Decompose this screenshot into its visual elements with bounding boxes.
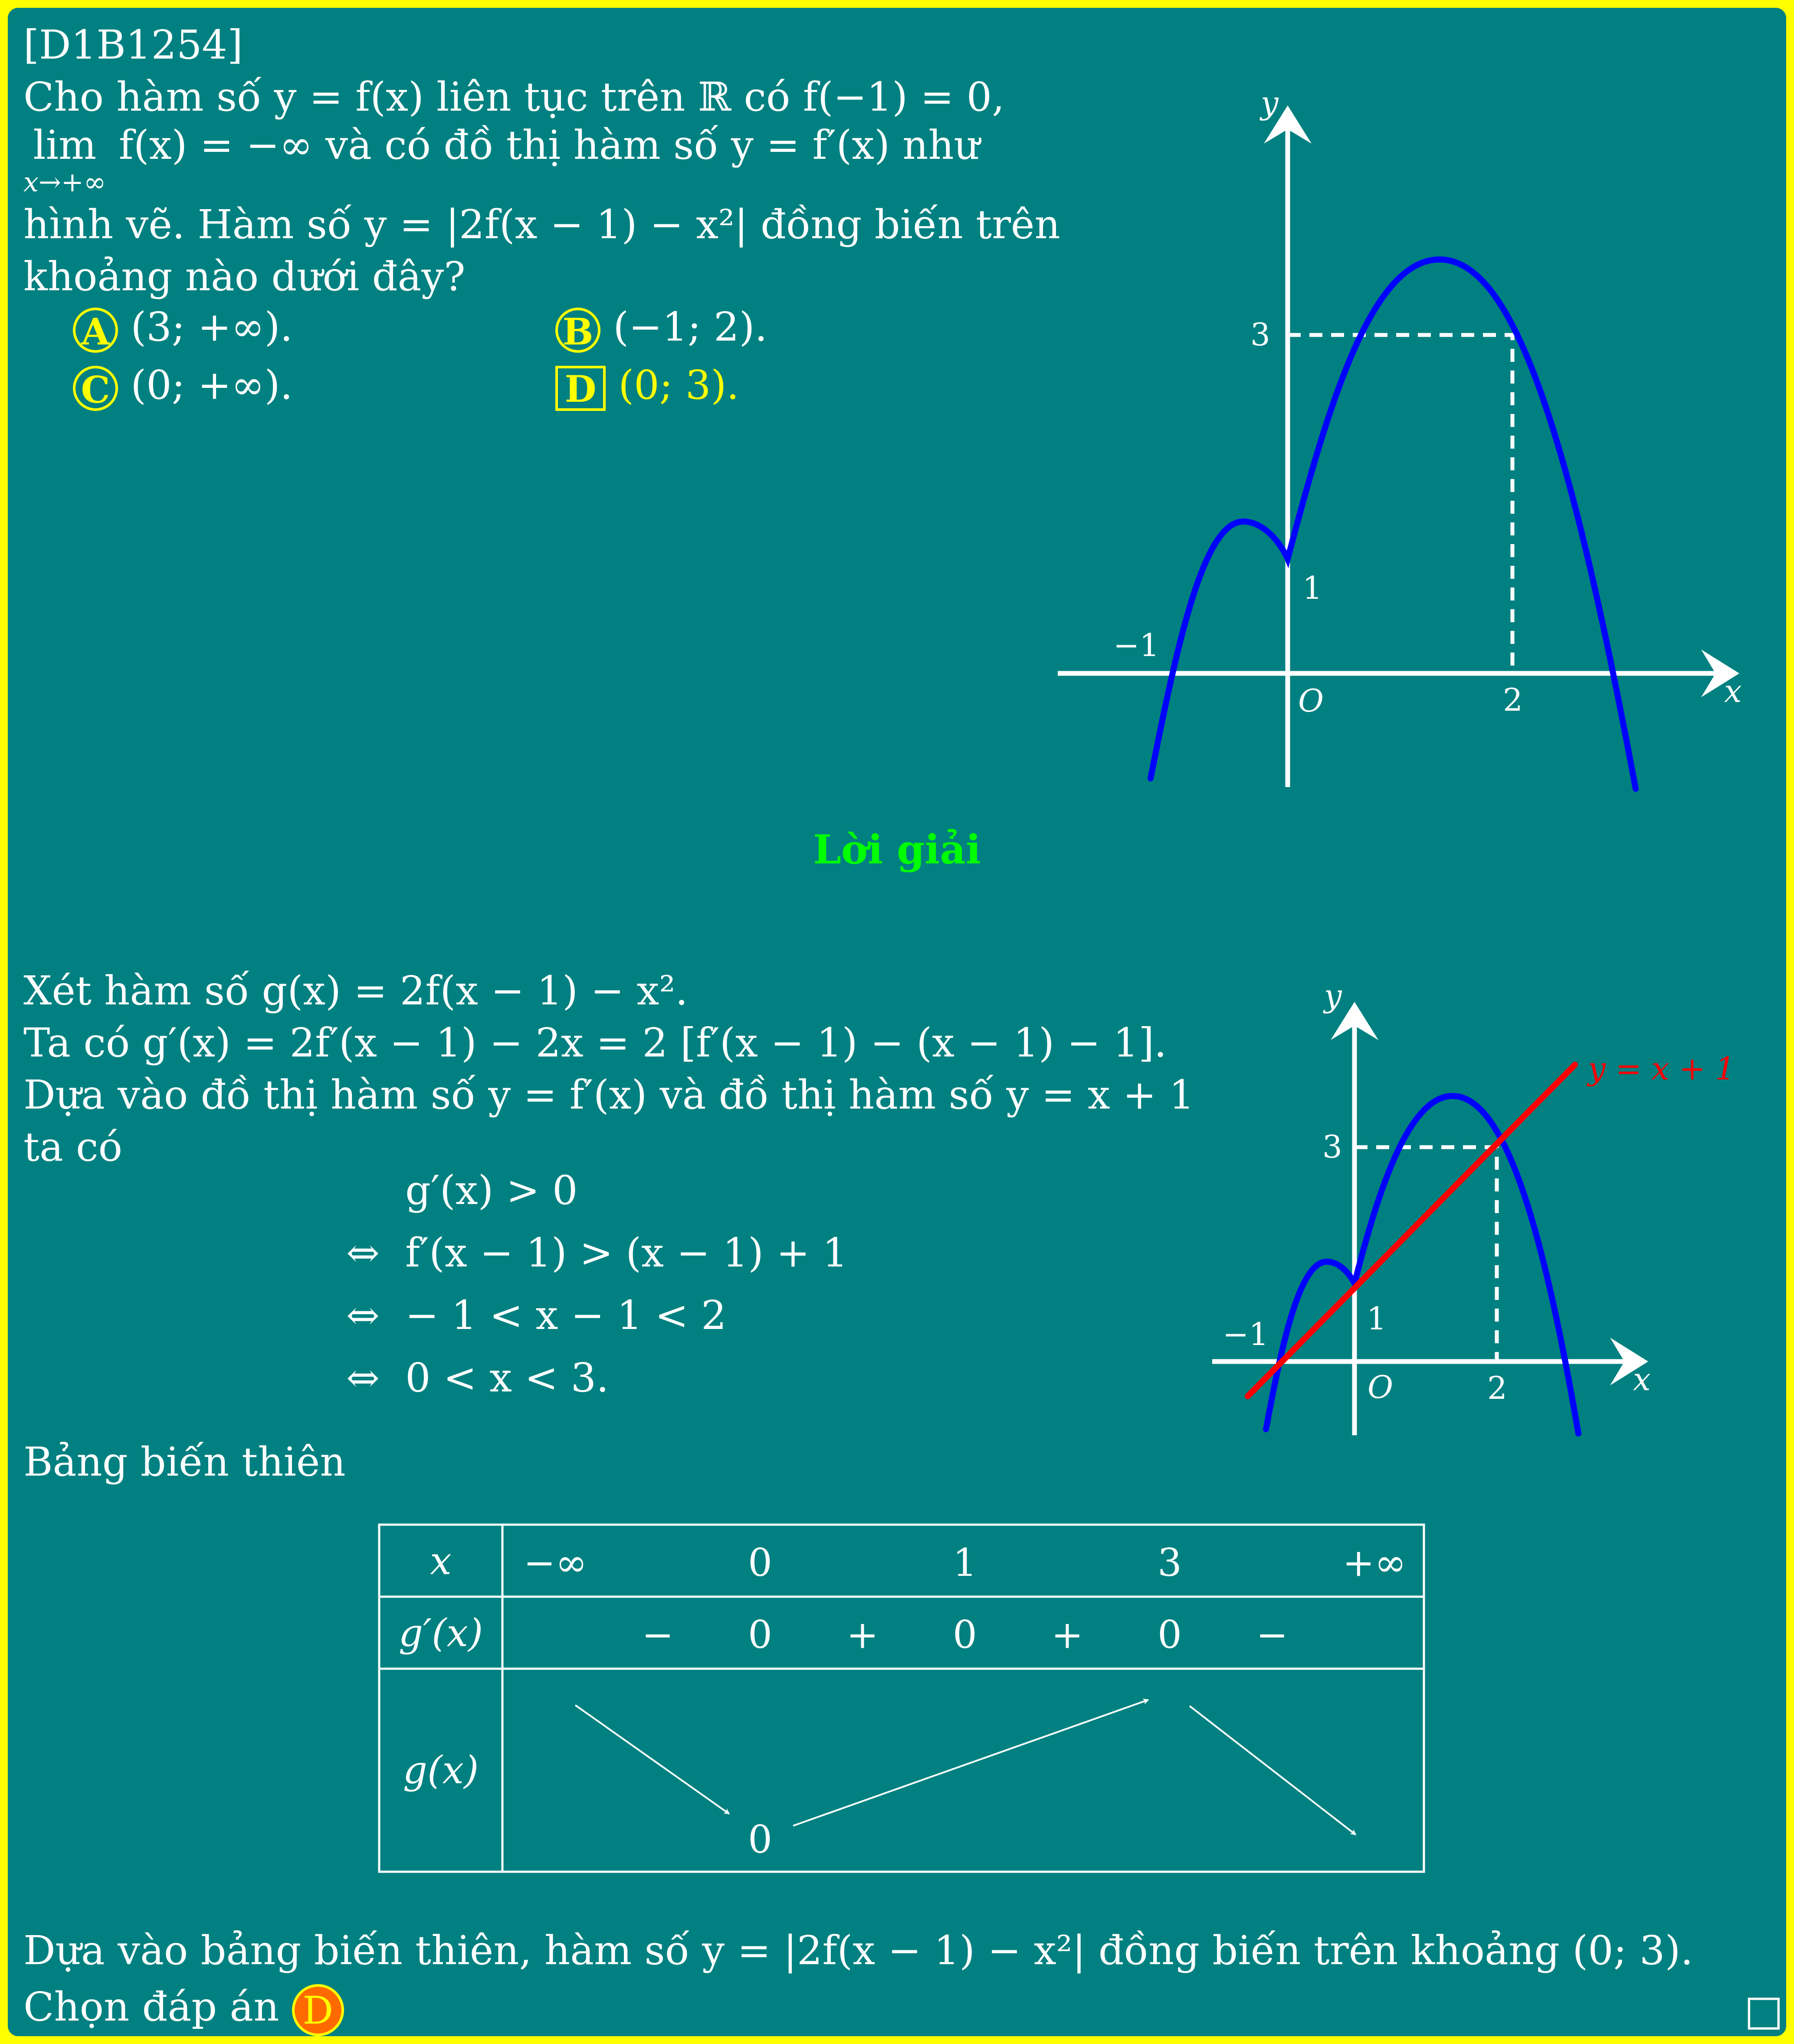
problem-line-1: Cho hàm số y = f(x) liên tục trên ℝ có f…: [23, 74, 1005, 120]
graph1-y-label: y: [1259, 85, 1279, 121]
graph2-tick-3: 3: [1322, 1129, 1342, 1165]
graph2-line-label: y = x + 1: [1587, 1050, 1735, 1087]
table-sign-4: −: [1256, 1612, 1288, 1657]
option-b-text: (−1; 2).: [613, 304, 767, 350]
table-x-1: 1: [953, 1540, 977, 1585]
problem-line-2: lim x→+∞ f(x) = −∞ và có đồ thị hàm số y…: [23, 121, 980, 198]
graph1-x-label: x: [1724, 673, 1742, 709]
table-sign-zero-2: 0: [953, 1612, 977, 1657]
limit-operator: lim: [33, 122, 97, 168]
table-intro: Bảng biến thiên: [23, 1439, 346, 1485]
option-d-badge: D: [555, 366, 606, 411]
table-x-neg-inf: −∞: [523, 1540, 587, 1585]
table-x-3: 3: [1158, 1540, 1182, 1585]
graph2-tick-2: 2: [1487, 1370, 1507, 1406]
conclusion: Dựa vào bảng biến thiên, hàm số y = |2f(…: [23, 1927, 1693, 1974]
option-d-text: (0; 3).: [618, 362, 739, 408]
curve-f-prime: [1148, 256, 1639, 792]
graph2-x-label: x: [1633, 1361, 1651, 1398]
choose-answer-text: Chọn đáp án: [23, 1984, 279, 2030]
equation-3: − 1 < x − 1 < 2: [405, 1292, 727, 1339]
variation-table: x −∞ 0 1 3 +∞ g′(x) − 0 + 0 + 0 − g(x) 0: [378, 1523, 1425, 1873]
option-b-badge: B: [555, 308, 600, 353]
table-border: [378, 1523, 1425, 1873]
graph2-tick-1: 1: [1367, 1300, 1387, 1337]
option-c[interactable]: C (0; +∞).: [73, 359, 293, 411]
table-sign-zero-1: 0: [748, 1612, 772, 1657]
table-arrow-decreasing-1: [574, 1704, 730, 1814]
limit-subscript: x→+∞: [23, 166, 106, 198]
graph-f-prime: y x O 3 1 −1 2: [1058, 85, 1742, 792]
solution-line-3: Dựa vào đồ thị hàm số y = f′(x) và đồ th…: [23, 1072, 1194, 1118]
problem-line-2-text: f(x) = −∞ và có đồ thị hàm số y = f′(x) …: [106, 122, 980, 168]
table-row-deriv-label: g′(x): [399, 1611, 483, 1655]
graph1-origin: O: [1298, 682, 1324, 719]
equation-1: g′(x) > 0: [405, 1167, 578, 1214]
option-c-text: (0; +∞).: [131, 362, 293, 408]
table-sign-zero-3: 0: [1158, 1612, 1182, 1657]
problem-id: [D1B1254]: [23, 22, 243, 68]
graph2-curve-f-prime: [1263, 1093, 1581, 1437]
solution-line-4: ta có: [23, 1124, 122, 1170]
graph2-origin: O: [1368, 1369, 1393, 1405]
option-b[interactable]: B (−1; 2).: [555, 301, 767, 353]
option-a-text: (3; +∞).: [131, 304, 293, 350]
choose-answer-line: Chọn đáp án D: [23, 1981, 344, 2036]
table-x-pos-inf: +∞: [1342, 1540, 1406, 1585]
table-sign-1: −: [642, 1612, 674, 1657]
problem-line-4: khoảng nào dưới đây?: [23, 253, 466, 300]
table-func-min-value: 0: [748, 1817, 772, 1862]
dashed-guide-3: [1288, 333, 1515, 673]
graph1-tick-1: 1: [1302, 570, 1322, 606]
graph-f-prime-with-line: y x O 3 1 −1 2 y = x + 1: [1212, 980, 1735, 1437]
end-of-proof-mark: □: [1744, 1986, 1784, 2034]
option-a[interactable]: A (3; +∞).: [73, 301, 293, 353]
graph2-tick-minus-1: −1: [1223, 1316, 1269, 1352]
table-arrow-decreasing-2: [1189, 1705, 1357, 1835]
equivalence-symbol-1: ⇔: [346, 1230, 380, 1276]
solution-title: Lời giải: [813, 826, 981, 873]
solution-line-2: Ta có g′(x) = 2f′(x − 1) − 2x = 2 [f′(x …: [23, 1020, 1167, 1066]
answer-badge: D: [292, 1984, 344, 2036]
equivalence-symbol-3: ⇔: [346, 1355, 380, 1401]
table-sign-3: +: [1051, 1612, 1083, 1657]
table-arrow-increasing: [793, 1699, 1149, 1827]
table-row-x-label: x: [430, 1539, 452, 1583]
equation-4: 0 < x < 3.: [405, 1355, 609, 1401]
problem-card: [D1B1254] Cho hàm số y = f(x) liên tục t…: [3, 3, 1791, 2041]
graph1-tick-3: 3: [1250, 316, 1270, 353]
graph2-line-y-equals-x-plus-1: [1245, 1062, 1578, 1399]
table-row-func-label: g(x): [403, 1748, 479, 1792]
table-x-0: 0: [748, 1540, 772, 1585]
solution-line-1: Xét hàm số g(x) = 2f(x − 1) − x².: [23, 968, 688, 1014]
graph2-y-label: y: [1323, 980, 1342, 1014]
equivalence-symbol-2: ⇔: [346, 1292, 380, 1339]
graph1-tick-minus-1: −1: [1113, 627, 1159, 663]
graph1-tick-2: 2: [1503, 682, 1523, 718]
option-d-correct[interactable]: D (0; 3).: [555, 359, 739, 411]
table-sign-2: +: [846, 1612, 879, 1657]
option-c-badge: C: [73, 366, 118, 411]
option-a-badge: A: [73, 308, 118, 353]
problem-line-3: hình vẽ. Hàm số y = |2f(x − 1) − x²| đồn…: [23, 201, 1060, 248]
equation-2: f′(x − 1) > (x − 1) + 1: [405, 1230, 848, 1276]
